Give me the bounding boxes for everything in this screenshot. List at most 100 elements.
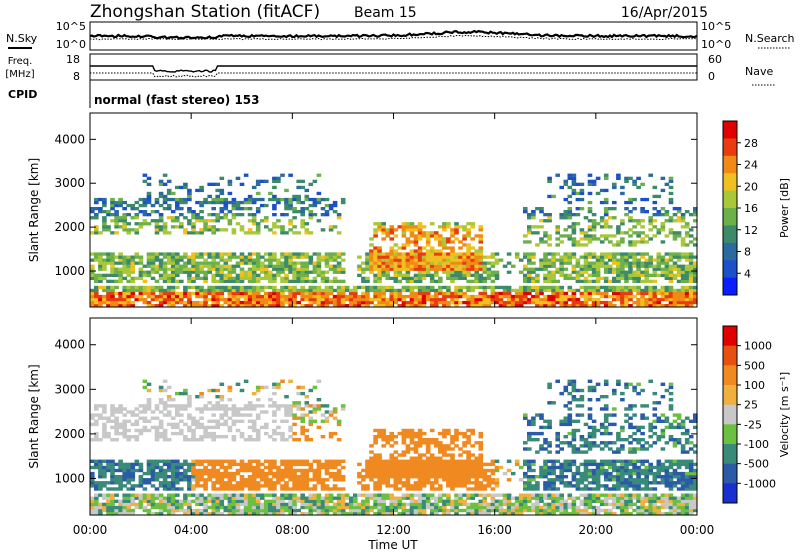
heatmap-cell [296, 417, 301, 420]
heatmap-cell [236, 509, 241, 512]
heatmap-cell [620, 219, 625, 222]
heatmap-cell [377, 453, 382, 456]
heatmap-cell [191, 262, 196, 265]
heatmap-cell [264, 292, 269, 295]
heatmap-cell [110, 487, 115, 490]
heatmap-cell [385, 277, 390, 280]
heatmap-cell [402, 460, 407, 463]
heatmap-cell [276, 469, 281, 472]
heatmap-cell [426, 497, 431, 500]
heatmap-cell [151, 478, 156, 481]
heatmap-cell [422, 225, 427, 228]
heatmap-cell [527, 286, 532, 289]
heatmap-cell [377, 280, 382, 283]
heatmap-cell [90, 500, 95, 503]
heatmap-cell [410, 494, 415, 497]
heatmap-cell [268, 256, 273, 259]
heatmap-cell [523, 240, 528, 243]
heatmap-cell [280, 420, 285, 423]
heatmap-cell [102, 404, 107, 407]
heatmap-cell [377, 478, 382, 481]
heatmap-cell [260, 295, 265, 298]
heatmap-cell [114, 423, 119, 426]
heatmap-cell [94, 301, 99, 304]
heatmap-cell [572, 292, 577, 295]
heatmap-cell [442, 453, 447, 456]
heatmap-cell [321, 413, 326, 416]
heatmap-cell [669, 219, 674, 222]
heatmap-cell [673, 295, 678, 298]
heatmap-cell [454, 475, 459, 478]
heatmap-cell [102, 216, 107, 219]
heatmap-cell [390, 500, 395, 503]
heatmap-cell [236, 410, 241, 413]
heatmap-cell [337, 213, 342, 216]
heatmap-cell [523, 234, 528, 237]
heatmap-cell [325, 478, 330, 481]
heatmap-cell [135, 429, 140, 432]
heatmap-cell [531, 298, 536, 301]
heatmap-cell [377, 222, 382, 225]
heatmap-cell [373, 249, 378, 252]
heatmap-cell [555, 174, 560, 177]
heatmap-cell [390, 295, 395, 298]
heatmap-cell [588, 228, 593, 231]
heatmap-cell [612, 286, 617, 289]
heatmap-cell [240, 289, 245, 292]
heatmap-cell [559, 186, 564, 189]
heatmap-cell [394, 274, 399, 277]
heatmap-cell [284, 487, 289, 490]
heatmap-cell [337, 469, 342, 472]
heatmap-cell [305, 198, 310, 201]
heatmap-cell [313, 301, 318, 304]
heatmap-cell [450, 259, 455, 262]
heatmap-cell [321, 500, 326, 503]
heatmap-cell [244, 198, 249, 201]
heatmap-cell [300, 252, 305, 255]
heatmap-cell [224, 475, 229, 478]
heatmap-cell [426, 259, 431, 262]
heatmap-cell [414, 256, 419, 259]
heatmap-cell [653, 213, 658, 216]
heatmap-cell [147, 177, 152, 180]
heatmap-cell [559, 292, 564, 295]
heatmap-cell [535, 503, 540, 506]
heatmap-cell [547, 301, 552, 304]
heatmap-cell [673, 289, 678, 292]
heatmap-cell [171, 500, 176, 503]
heatmap-cell [114, 274, 119, 277]
heatmap-cell [385, 475, 390, 478]
heatmap-cell [588, 240, 593, 243]
heatmap-cell [159, 432, 164, 435]
heatmap-cell [430, 301, 435, 304]
heatmap-cell [438, 463, 443, 466]
heatmap-cell [438, 237, 443, 240]
heatmap-cell [256, 389, 261, 392]
heatmap-cell [183, 286, 188, 289]
heatmap-cell [244, 231, 249, 234]
heatmap-cell [325, 286, 330, 289]
heatmap-cell [390, 265, 395, 268]
heatmap-cell [572, 183, 577, 186]
heatmap-cell [394, 234, 399, 237]
heatmap-cell [559, 256, 564, 259]
heatmap-cell [479, 228, 484, 231]
heatmap-cell [559, 234, 564, 237]
heatmap-cell [256, 466, 261, 469]
heatmap-cell [377, 509, 382, 512]
heatmap-cell [466, 289, 471, 292]
heatmap-cell [280, 469, 285, 472]
heatmap-cell [167, 277, 172, 280]
heatmap-cell [220, 271, 225, 274]
heatmap-cell [215, 262, 220, 265]
heatmap-cell [309, 231, 314, 234]
heatmap-cell [175, 295, 180, 298]
heatmap-cell [402, 509, 407, 512]
heatmap-cell [406, 265, 411, 268]
heatmap-cell [159, 268, 164, 271]
heatmap-cell [458, 478, 463, 481]
heatmap-cell [661, 268, 666, 271]
heatmap-cell [325, 487, 330, 490]
heatmap-cell [155, 435, 160, 438]
heatmap-cell [288, 478, 293, 481]
